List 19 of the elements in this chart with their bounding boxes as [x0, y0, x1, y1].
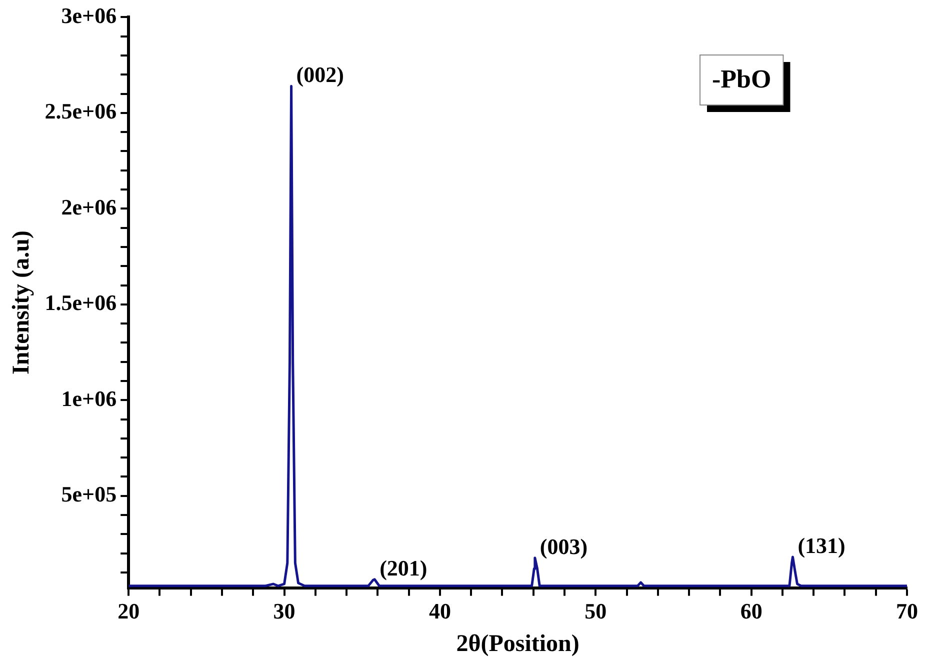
- x-tick-label: 40: [428, 598, 451, 624]
- x-axis-title: 2θ(Position): [456, 630, 580, 657]
- y-tick-label: 2e+06: [61, 194, 117, 220]
- annotation: (131): [798, 532, 846, 558]
- x-tick-label: 50: [584, 598, 607, 624]
- annotation: (002): [296, 62, 344, 88]
- annotation: -PbO: [712, 64, 772, 94]
- annotation: (003): [540, 534, 588, 559]
- y-axis-title: Intensity (a.u): [8, 230, 35, 375]
- y-tick-label: 2.5e+06: [44, 98, 117, 124]
- y-tick-label: 5e+05: [61, 482, 117, 507]
- annotation: (201): [380, 555, 428, 580]
- x-tick-label: 70: [896, 598, 918, 624]
- y-tick-label: 1e+06: [61, 386, 117, 411]
- y-tick-label: 1.5e+06: [44, 290, 117, 316]
- x-tick-label: 60: [740, 598, 762, 624]
- x-tick-label: 20: [118, 598, 140, 624]
- y-tick-label: 3e+06: [61, 2, 117, 28]
- x-tick-label: 30: [273, 598, 296, 624]
